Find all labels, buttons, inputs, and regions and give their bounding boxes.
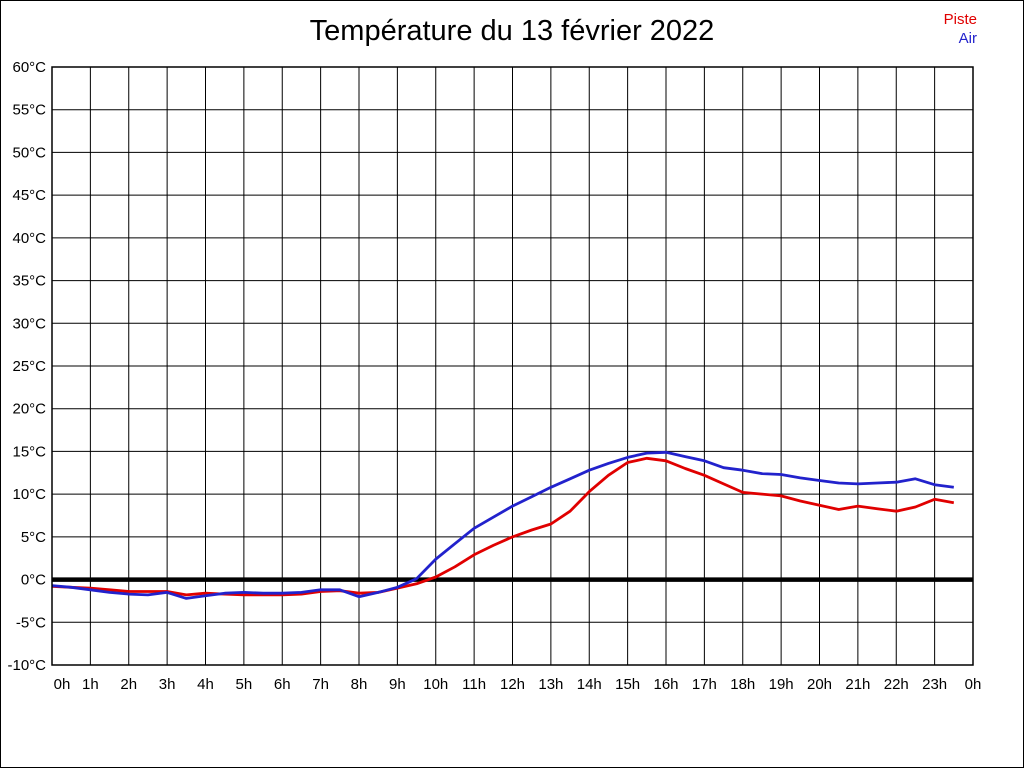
x-tick-label: 18h [730,676,755,693]
x-tick-label: 0h [54,676,71,693]
x-tick-label: 23h [922,676,947,693]
air-temperature-line [51,450,954,600]
y-tick-label: 20°C [12,401,46,418]
x-tick-label: 7h [312,676,329,693]
x-tick-label: 5h [236,676,253,693]
y-tick-label: 50°C [12,144,46,161]
x-tick-label: 8h [351,676,368,693]
x-tick-label: 16h [653,676,678,693]
y-tick-label: 15°C [12,443,46,460]
x-tick-label: 9h [389,676,406,693]
legend-item-air: Air [958,30,977,47]
x-tick-label: 0h [965,676,982,693]
x-tick-label: 10h [423,676,448,693]
chart-title: Température du 13 février 2022 [309,15,715,47]
x-tick-label: 1h [82,676,99,693]
y-tick-label: 30°C [12,315,46,332]
y-tick-label: 45°C [12,187,46,204]
piste-temperature-line [51,456,955,597]
y-tick-label: 0°C [21,572,46,589]
y-tick-label: 55°C [12,102,46,119]
plot-border [51,66,974,666]
x-tick-label: 6h [274,676,291,693]
x-tick-label: 15h [615,676,640,693]
x-tick-label: 22h [884,676,909,693]
x-tick-label: 12h [500,676,525,693]
y-tick-label: 25°C [12,358,46,375]
legend: Piste Air [944,10,977,48]
x-tick-label: 19h [769,676,794,693]
x-tick-label: 20h [807,676,832,693]
x-tick-label: 4h [197,676,214,693]
legend-item-piste: Piste [943,11,977,28]
y-tick-label: 10°C [12,486,46,503]
x-tick-label: 11h [462,676,486,693]
y-tick-label: 60°C [12,59,46,76]
y-tick-label: 40°C [12,230,46,247]
y-tick-label: 35°C [12,273,46,290]
x-tick-label: 2h [120,676,137,693]
x-tick-label: 17h [692,676,717,693]
y-tick-label: 5°C [21,529,46,546]
y-tick-label: -10°C [7,657,46,674]
y-tick-label: -5°C [16,614,46,631]
x-tick-label: 13h [538,676,563,693]
x-tick-label: 3h [159,676,176,693]
x-tick-label: 14h [577,676,602,693]
x-tick-label: 21h [845,676,870,693]
